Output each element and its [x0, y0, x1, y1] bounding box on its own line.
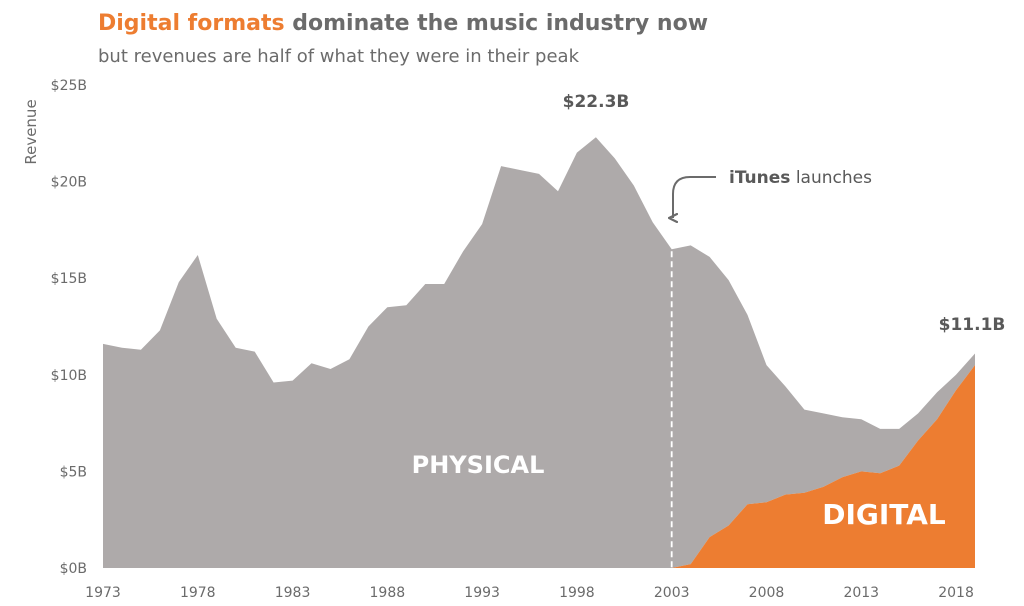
x-tick-label: 1983: [275, 585, 311, 601]
chart-subtitle: but revenues are half of what they were …: [98, 46, 580, 67]
x-tick-label: 1978: [180, 585, 216, 601]
y-tick-label: $5B: [60, 464, 87, 480]
itunes-annotation: iTunes launches: [729, 168, 872, 188]
y-tick-label: $15B: [51, 271, 87, 287]
x-tick-label: 1988: [370, 585, 406, 601]
itunes-annotation-bold: iTunes: [729, 168, 790, 188]
x-tick-label: 1973: [85, 585, 121, 601]
y-tick-label: $10B: [51, 368, 87, 384]
x-tick-label: 2013: [843, 585, 879, 601]
y-tick-label: $25B: [51, 78, 87, 94]
x-tick-label: 2003: [654, 585, 690, 601]
itunes-annotation-text: launches: [790, 168, 872, 188]
y-axis-label: Revenue: [22, 99, 40, 164]
x-axis: 1973 1978 1983 1988 1993 1998 2003 2008 2013 2018: [85, 585, 974, 601]
digital-area-label: DIGITAL: [822, 498, 946, 531]
y-tick-label: $20B: [51, 175, 87, 191]
chart-title-highlight: Digital formats: [98, 11, 285, 36]
itunes-arrow-icon: [673, 176, 716, 218]
y-tick-label: $0B: [60, 561, 87, 577]
latest-value-annotation: $11.1B: [939, 315, 1006, 335]
chart-title: Digital formats dominate the music indus…: [98, 11, 708, 36]
x-tick-label: 2018: [938, 585, 974, 601]
chart-title-rest: dominate the music industry now: [284, 11, 709, 36]
x-tick-label: 2008: [749, 585, 785, 601]
physical-area: [103, 137, 975, 568]
peak-value-annotation: $22.3B: [563, 92, 630, 112]
digital-area: [671, 365, 975, 568]
x-tick-label: 1993: [464, 585, 500, 601]
physical-area-label: PHYSICAL: [412, 451, 545, 479]
x-tick-label: 1998: [559, 585, 595, 601]
y-axis: $0B $5B $10B $15B $20B $25B: [51, 78, 87, 577]
